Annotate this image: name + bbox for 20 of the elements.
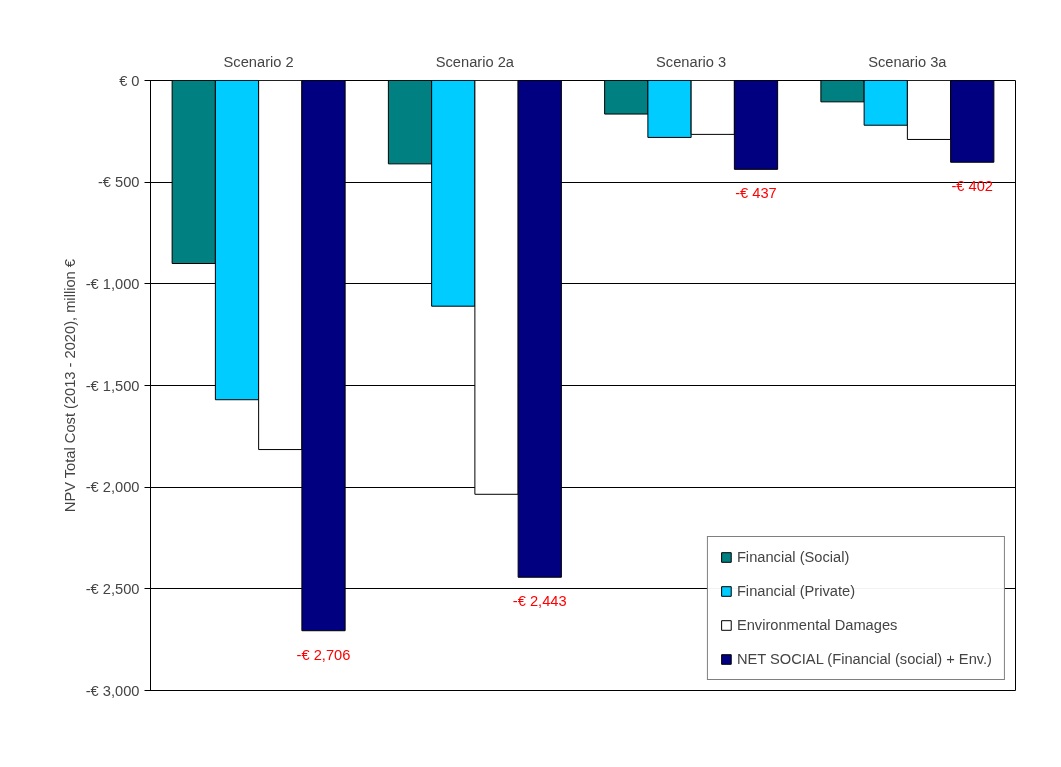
data-label: -€ 437 (735, 185, 777, 202)
y-tick-label: -€ 1,000 (85, 275, 140, 292)
y-tick-label: -€ 2,500 (85, 580, 140, 597)
y-axis-title: NPV Total Cost (2013 - 2020), million € (61, 259, 78, 513)
y-tick-label: € 0 (119, 72, 140, 89)
y-tick-label: -€ 500 (97, 174, 140, 191)
legend-label: NET SOCIAL (Financial (social) + Env.) (736, 651, 992, 667)
data-label: -€ 2,443 (512, 593, 567, 610)
legend-label: Environmental Damages (736, 617, 898, 633)
x-tick-label: Scenario 3 (656, 53, 727, 70)
x-tick-label: Scenario 2a (435, 53, 515, 70)
y-tick-label: -€ 1,500 (85, 377, 140, 394)
y-tick-label: -€ 2,000 (85, 479, 140, 496)
y-tick-label: -€ 3,000 (85, 682, 140, 699)
data-label: -€ 2,706 (296, 646, 351, 663)
x-tick-label: Scenario 3a (868, 53, 948, 70)
data-label: -€ 402 (951, 178, 994, 195)
legend-label: Financial (Private) (736, 583, 856, 599)
legend-label: Financial (Social) (736, 549, 850, 565)
x-tick-label: Scenario 2 (223, 53, 294, 70)
